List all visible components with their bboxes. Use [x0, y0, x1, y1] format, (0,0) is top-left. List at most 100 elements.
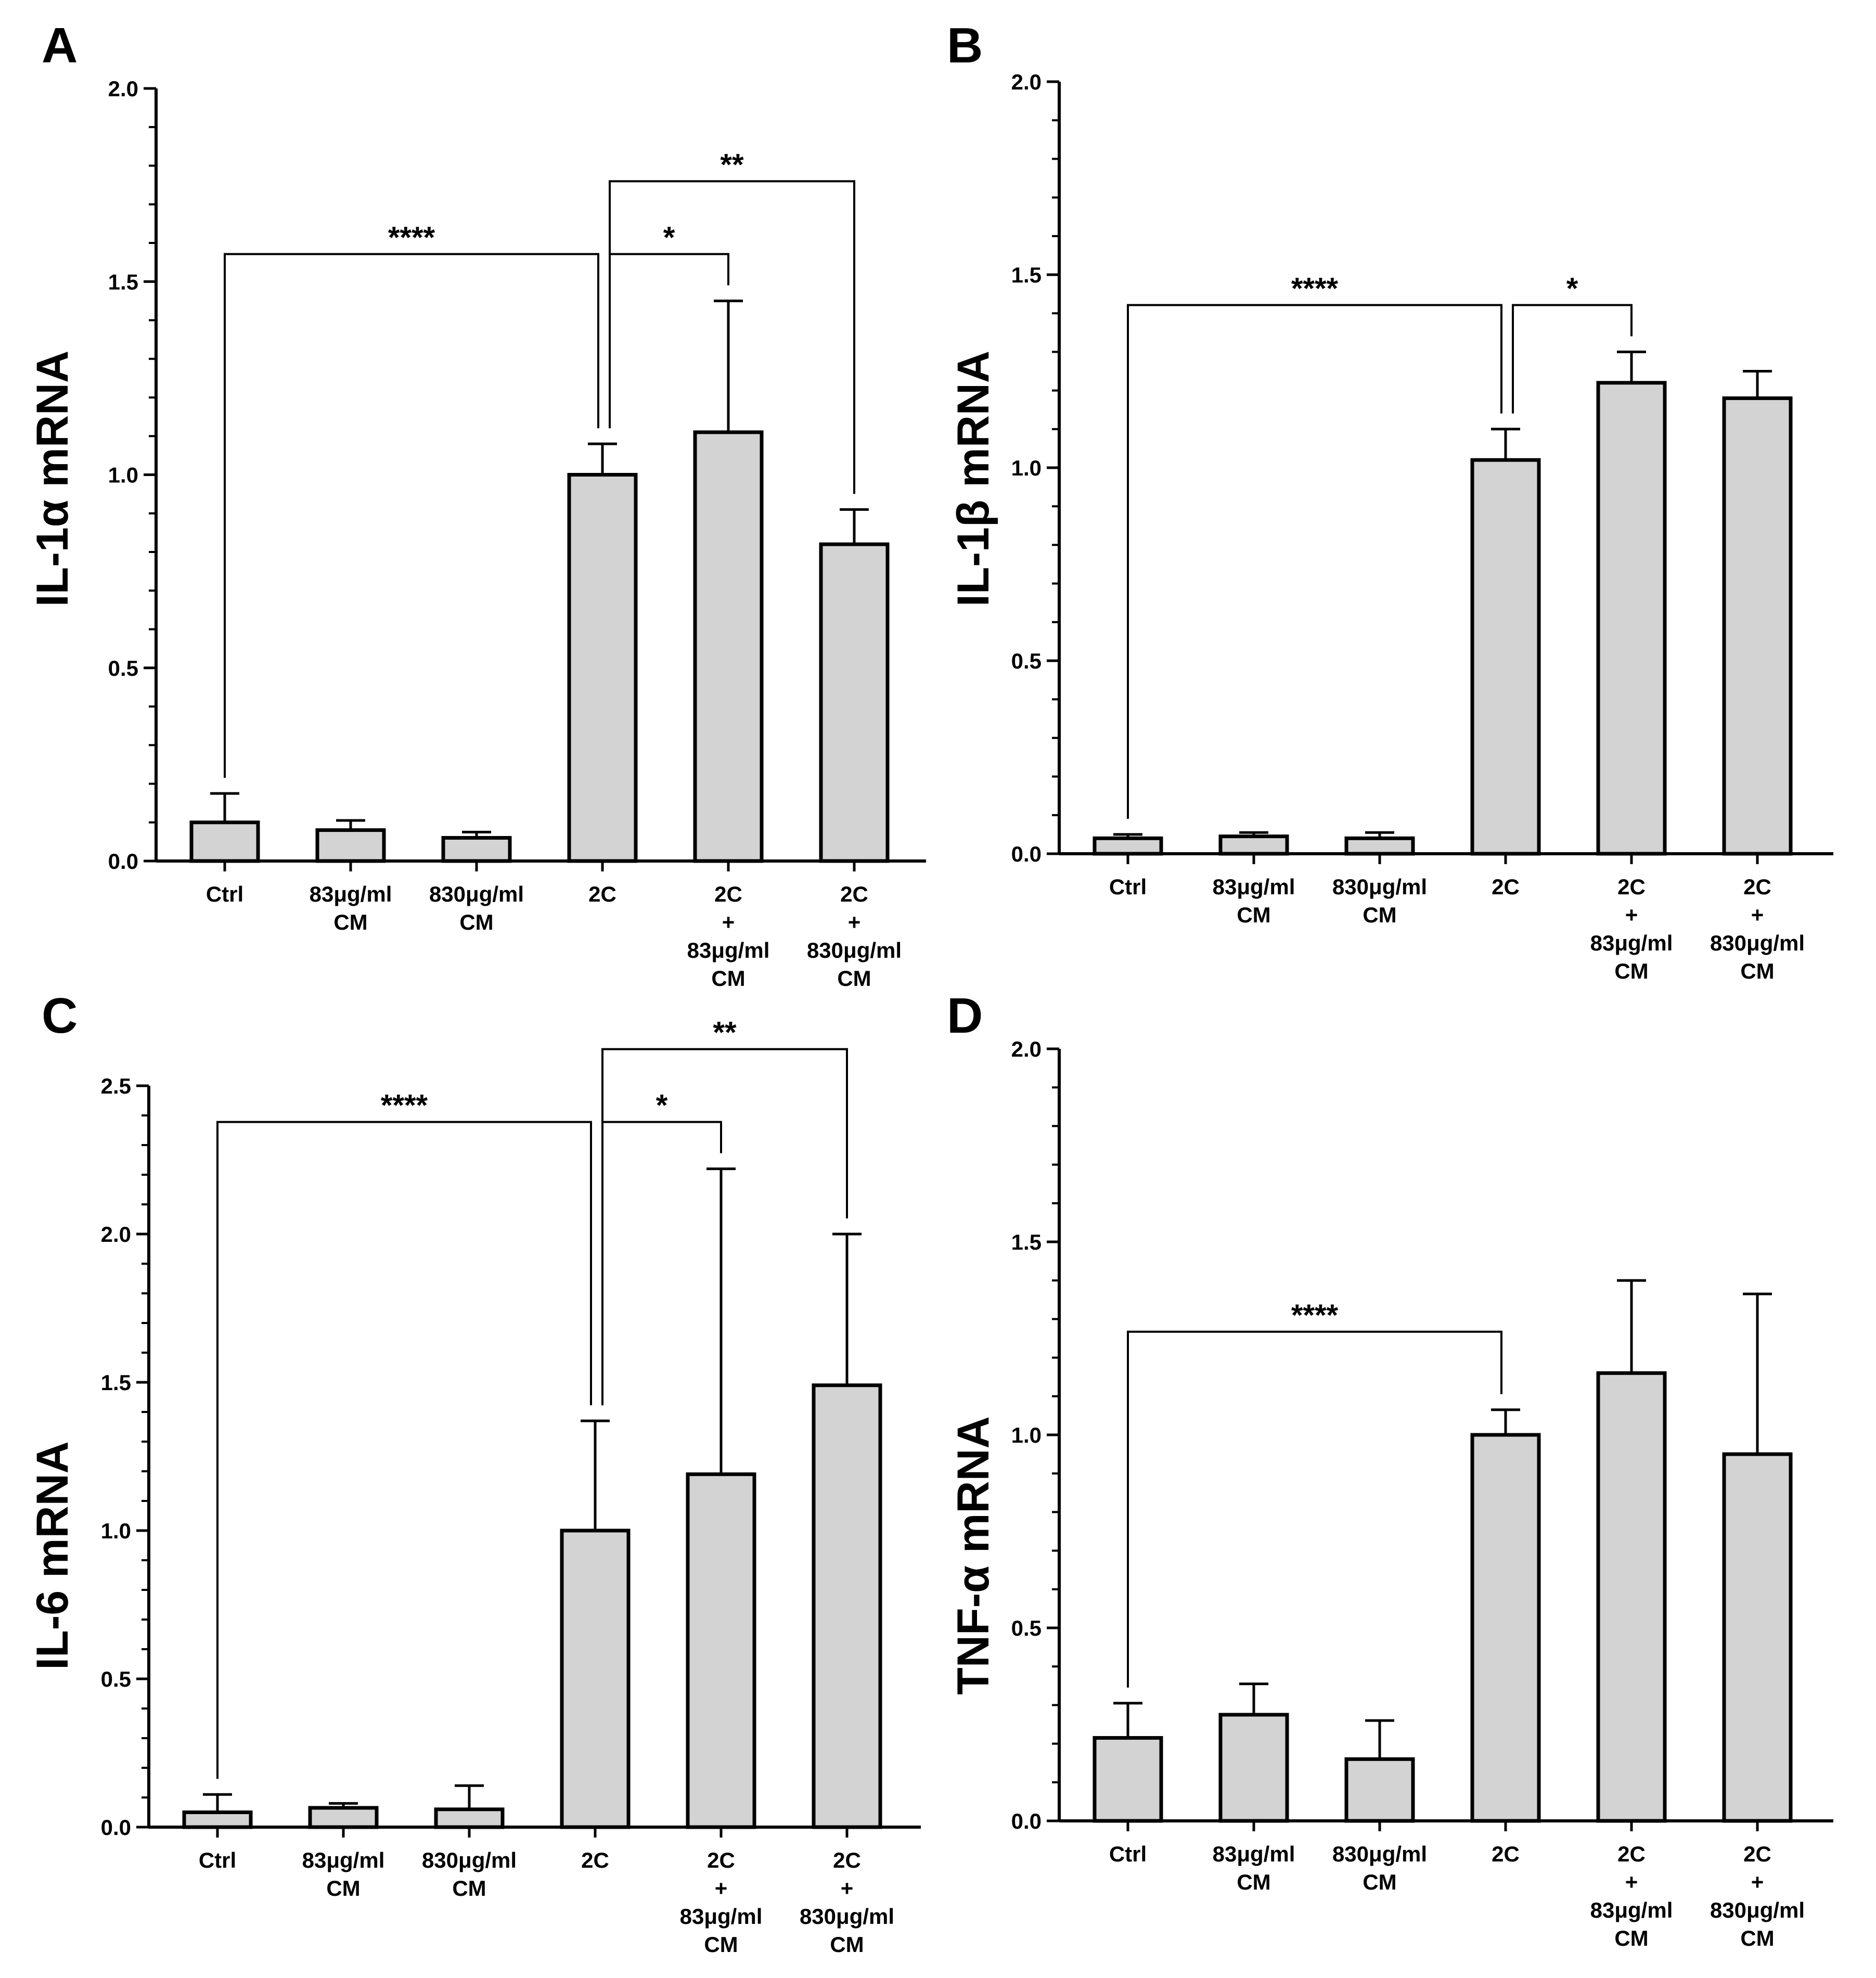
panel-letter: A [42, 18, 78, 73]
x-tick-label: 83μg/ml [302, 1848, 385, 1872]
x-tick-label: 2C [1743, 1842, 1771, 1866]
y-tick-label: 2.0 [1011, 70, 1042, 94]
y-tick-label: 1.0 [101, 1519, 131, 1543]
bar [189, 820, 260, 863]
y-tick-label: 2.0 [108, 76, 138, 101]
significance-bracket [609, 180, 855, 494]
y-tick-label: 0.0 [108, 849, 138, 874]
x-tick-label: 83μg/ml [1590, 1898, 1673, 1922]
x-tick-label: Ctrl [1109, 875, 1147, 899]
x-tick-label: CM [333, 910, 367, 934]
y-tick-label: 0.5 [1011, 1616, 1042, 1640]
x-tick-label: + [722, 910, 735, 934]
x-tick-label: CM [830, 1932, 864, 1957]
panel-letter: D [947, 988, 983, 1044]
y-tick-label: 0.0 [1011, 1809, 1042, 1833]
x-tick-label: CM [1237, 1870, 1270, 1894]
x-tick-label: 830μg/ml [800, 1904, 894, 1929]
y-tick-label: 2.0 [101, 1222, 131, 1247]
y-tick-label: 2.5 [101, 1074, 131, 1098]
significance-label: **** [381, 1089, 428, 1123]
significance-label: * [1566, 272, 1578, 305]
x-tick-label: 830μg/ml [807, 938, 902, 962]
x-tick-label: 2C [581, 1848, 609, 1872]
bar [819, 542, 890, 863]
x-tick-label: CM [704, 1932, 738, 1957]
x-tick-label: + [1625, 1870, 1638, 1894]
y-tick-label: 0.0 [101, 1815, 131, 1840]
y-tick-label: 0.5 [108, 656, 138, 680]
significance-bracket [601, 1121, 722, 1406]
bar [182, 1810, 253, 1829]
significance-bracket [601, 1048, 848, 1406]
y-tick-label: 2.0 [1011, 1037, 1042, 1061]
significance-label: * [663, 221, 675, 254]
x-tick-label: Ctrl [206, 882, 243, 906]
x-tick-label: 2C [840, 882, 868, 906]
y-tick-label: 1.5 [101, 1370, 131, 1395]
bar [308, 1806, 379, 1829]
x-tick-label: + [1751, 1870, 1764, 1894]
y-tick-label: 1.0 [1011, 1423, 1042, 1447]
significance-bracket [1512, 304, 1633, 414]
significance-label: ** [720, 148, 744, 182]
x-tick-label: 830μg/ml [429, 882, 524, 906]
significance-label: **** [1291, 1299, 1339, 1332]
bar [1218, 834, 1289, 856]
significance-bracket [609, 253, 729, 429]
chart-panel-c: C IL-6 mRNA 0.0 0.5 1.0 1.5 2.0 2.5 Ctrl 83μg/ml C… [28, 988, 921, 1957]
bar [693, 430, 764, 863]
significance-bracket [1127, 304, 1502, 819]
significance-label: ** [713, 1016, 737, 1050]
y-axis-label: IL-1β mRNA [948, 351, 998, 607]
x-tick-label: CM [459, 910, 493, 934]
significance-label: * [656, 1089, 668, 1123]
bar [1596, 381, 1667, 856]
x-tick-label: 2C [1743, 875, 1771, 899]
x-tick-label: CM [452, 1876, 486, 1900]
bar [1722, 396, 1793, 856]
x-tick-label: + [848, 910, 861, 934]
bar [315, 828, 386, 863]
x-tick-label: 83μg/ml [687, 938, 770, 962]
bar [1093, 1736, 1163, 1823]
x-tick-label: CM [1614, 1926, 1648, 1950]
bar [434, 1807, 505, 1829]
x-tick-label: 830μg/ml [422, 1848, 517, 1872]
x-tick-label: 83μg/ml [1213, 875, 1295, 899]
bar [1470, 458, 1541, 856]
x-tick-label: 2C [714, 882, 742, 906]
x-tick-label: 83μg/ml [1590, 931, 1673, 955]
x-tick-label: CM [326, 1876, 360, 1900]
bar [1093, 836, 1163, 856]
x-tick-label: Ctrl [199, 1848, 236, 1872]
bar [441, 836, 512, 863]
bar [812, 1383, 882, 1829]
y-tick-label: 1.0 [1011, 456, 1042, 480]
x-tick-label: CM [1740, 1926, 1774, 1950]
x-tick-label: 2C [833, 1848, 861, 1872]
x-tick-label: 830μg/ml [1332, 875, 1427, 899]
y-tick-label: 1.5 [108, 269, 138, 294]
y-axis-label: IL-1α mRNA [28, 351, 78, 607]
y-tick-label: 0.5 [1011, 649, 1042, 673]
y-tick-label: 1.5 [1011, 1230, 1042, 1254]
y-tick-label: 0.0 [1011, 842, 1042, 866]
x-tick-label: 2C [1492, 875, 1520, 899]
chart-panel-b: B IL-1β mRNA 0.0 0.5 1.0 1.5 2.0 Ctrl 83μg/ml CM 8… [947, 18, 1833, 983]
x-tick-label: CM [1614, 959, 1648, 983]
x-tick-label: 83μg/ml [1213, 1842, 1295, 1866]
x-tick-label: + [1625, 903, 1638, 927]
bar [560, 1529, 631, 1829]
x-tick-label: 2C [1492, 1842, 1520, 1866]
x-tick-label: + [715, 1876, 728, 1900]
x-tick-label: Ctrl [1109, 1842, 1147, 1866]
x-tick-label: CM [1363, 1870, 1396, 1894]
x-tick-label: 830μg/ml [1332, 1842, 1427, 1866]
x-tick-label: 830μg/ml [1710, 1898, 1805, 1922]
y-tick-label: 0.5 [101, 1667, 131, 1691]
significance-bracket [216, 1121, 592, 1779]
x-tick-label: CM [837, 966, 871, 991]
x-tick-label: CM [1363, 903, 1396, 927]
